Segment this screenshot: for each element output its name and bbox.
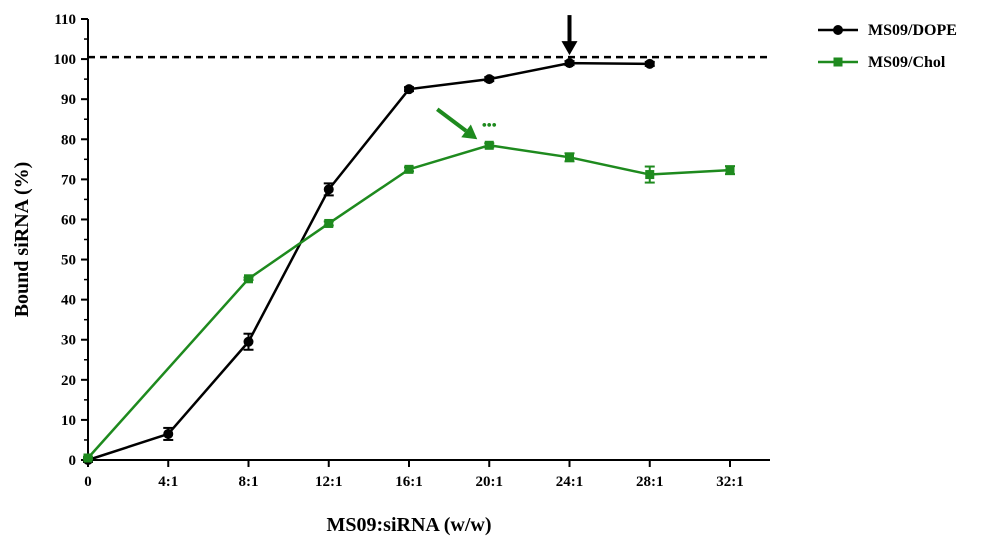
series-line xyxy=(87,144,731,459)
significance-marker: ••• xyxy=(482,118,497,133)
x-tick-label: 28:1 xyxy=(636,474,664,490)
y-tick-label: 40 xyxy=(61,293,76,309)
y-tick-label: 100 xyxy=(54,52,77,68)
data-point xyxy=(163,428,174,439)
data-point xyxy=(564,58,575,69)
y-axis-title: Bound siRNA (%) xyxy=(11,162,33,318)
data-point xyxy=(404,84,414,95)
y-tick-label: 110 xyxy=(54,12,76,28)
legend-marker xyxy=(833,57,843,67)
y-tick-label: 20 xyxy=(61,373,76,389)
y-tick-label: 60 xyxy=(61,212,76,228)
data-point xyxy=(323,184,334,195)
data-point xyxy=(565,152,574,162)
y-tick-label: 0 xyxy=(69,453,77,469)
data-point xyxy=(725,165,735,175)
y-tick-label: 50 xyxy=(61,253,76,269)
data-point xyxy=(324,218,334,228)
x-tick-label: 12:1 xyxy=(315,474,343,490)
legend: MS09/DOPE MS09/Chol xyxy=(818,22,957,71)
y-tick-label: 70 xyxy=(61,172,76,188)
x-tick-label: 0 xyxy=(84,474,92,490)
data-point xyxy=(645,170,655,180)
arrow-head xyxy=(461,124,478,140)
axes xyxy=(87,19,770,461)
data-point xyxy=(644,58,655,69)
x-ticks: 0 4:1 8:1 12:1 16:1 20:1 24:1 28:1 32:1 xyxy=(84,460,744,490)
series-line xyxy=(87,61,650,462)
arrow-shaft xyxy=(436,107,468,133)
data-point xyxy=(404,164,414,174)
data-point xyxy=(243,336,254,347)
x-tick-label: 32:1 xyxy=(716,474,744,490)
legend-label: MS09/Chol xyxy=(868,54,946,71)
legend-item: MS09/DOPE xyxy=(818,22,957,39)
data-point xyxy=(83,453,93,463)
y-tick-label: 90 xyxy=(61,92,76,108)
data-point xyxy=(244,274,253,284)
data-point xyxy=(484,74,495,85)
x-tick-label: 16:1 xyxy=(395,474,423,490)
series-ms09-dope xyxy=(83,58,655,465)
y-ticks: 0 10 20 30 40 50 60 70 80 90 100 110 xyxy=(54,12,88,469)
y-tick-label: 10 xyxy=(61,413,76,429)
series-layer xyxy=(83,58,735,465)
x-axis-title: MS09:siRNA (w/w) xyxy=(327,514,492,536)
legend-item: MS09/Chol xyxy=(818,54,946,71)
legend-label: MS09/DOPE xyxy=(868,22,957,39)
y-tick-label: 30 xyxy=(61,333,76,349)
series-ms09-chol xyxy=(83,140,735,463)
x-tick-label: 20:1 xyxy=(476,474,504,490)
legend-marker xyxy=(833,25,843,35)
x-tick-label: 8:1 xyxy=(239,474,259,490)
x-tick-label: 24:1 xyxy=(556,474,584,490)
arrow-head xyxy=(561,41,578,56)
annotations: ••• xyxy=(436,15,578,140)
x-tick-label: 4:1 xyxy=(158,474,178,490)
y-tick-label: 80 xyxy=(61,132,76,148)
data-point xyxy=(484,140,494,150)
